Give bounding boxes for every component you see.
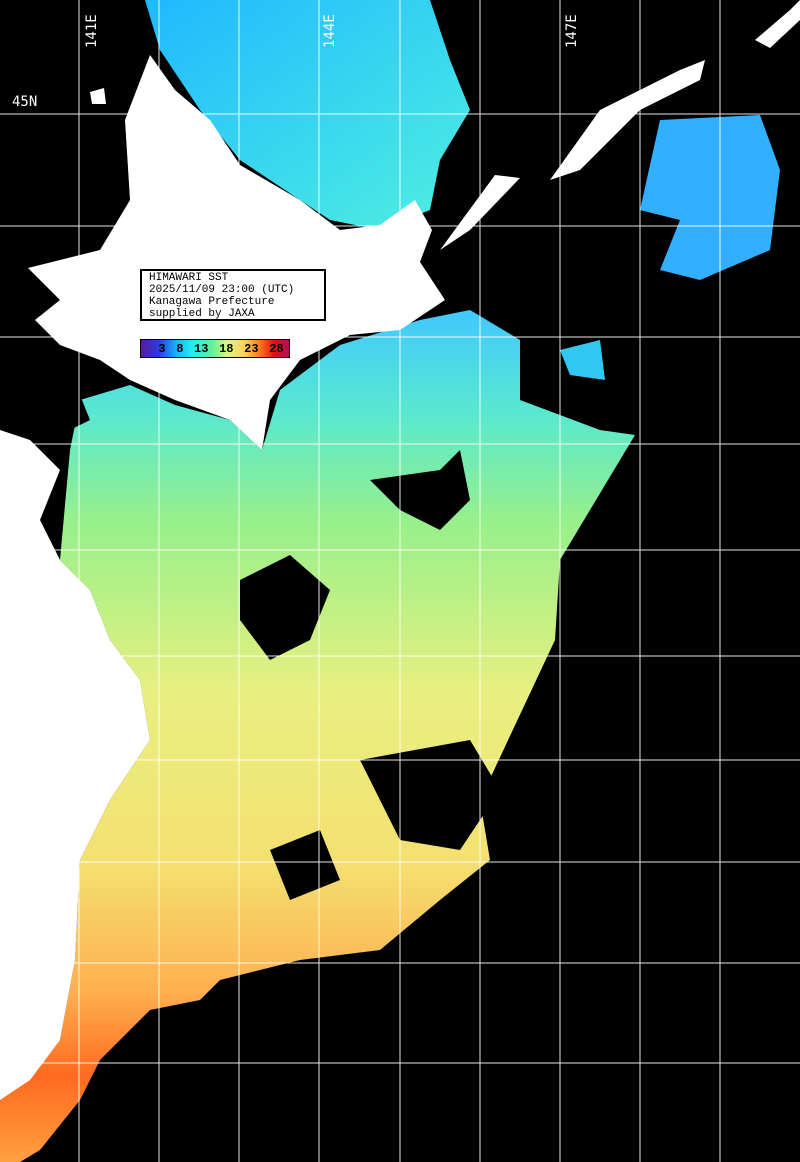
sst-kuril-east — [640, 115, 780, 280]
sst-nemuro — [560, 340, 605, 380]
legend-tick: 23 — [244, 341, 259, 356]
color-legend: 3 8 13 18 23 28 — [140, 339, 290, 358]
land-kunashiri — [550, 60, 705, 180]
cloud-gap — [270, 830, 340, 900]
land-island — [90, 88, 106, 104]
lon-label-147e: 147E — [564, 14, 580, 48]
cloud-gap — [360, 740, 500, 850]
cloud-gap — [240, 555, 330, 660]
product-title: HIMAWARI SST — [149, 272, 229, 284]
land-iturup — [755, 0, 800, 48]
info-box: HIMAWARI SST 2025/11/09 23:00 (UTC) Kana… — [140, 269, 326, 321]
land-hokkaido — [28, 55, 445, 450]
legend-tick: 8 — [176, 341, 184, 356]
lon-label-144e: 144E — [322, 14, 338, 48]
legend-tick: 18 — [219, 341, 234, 356]
land-honshu — [0, 430, 150, 1100]
cloud-gap — [370, 450, 470, 530]
source-credit: supplied by JAXA — [149, 308, 255, 320]
provider: Kanagawa Prefecture — [149, 296, 275, 308]
timestamp: 2025/11/09 23:00 (UTC) — [149, 284, 295, 296]
legend-tick: 28 — [269, 341, 284, 356]
legend-tick: 13 — [194, 341, 209, 356]
lon-label-141e: 141E — [84, 14, 100, 48]
sst-okhotsk — [145, 0, 470, 230]
legend-tick: 3 — [158, 341, 166, 356]
lat-label-45n: 45N — [12, 94, 38, 110]
cloud-gap — [20, 370, 90, 440]
